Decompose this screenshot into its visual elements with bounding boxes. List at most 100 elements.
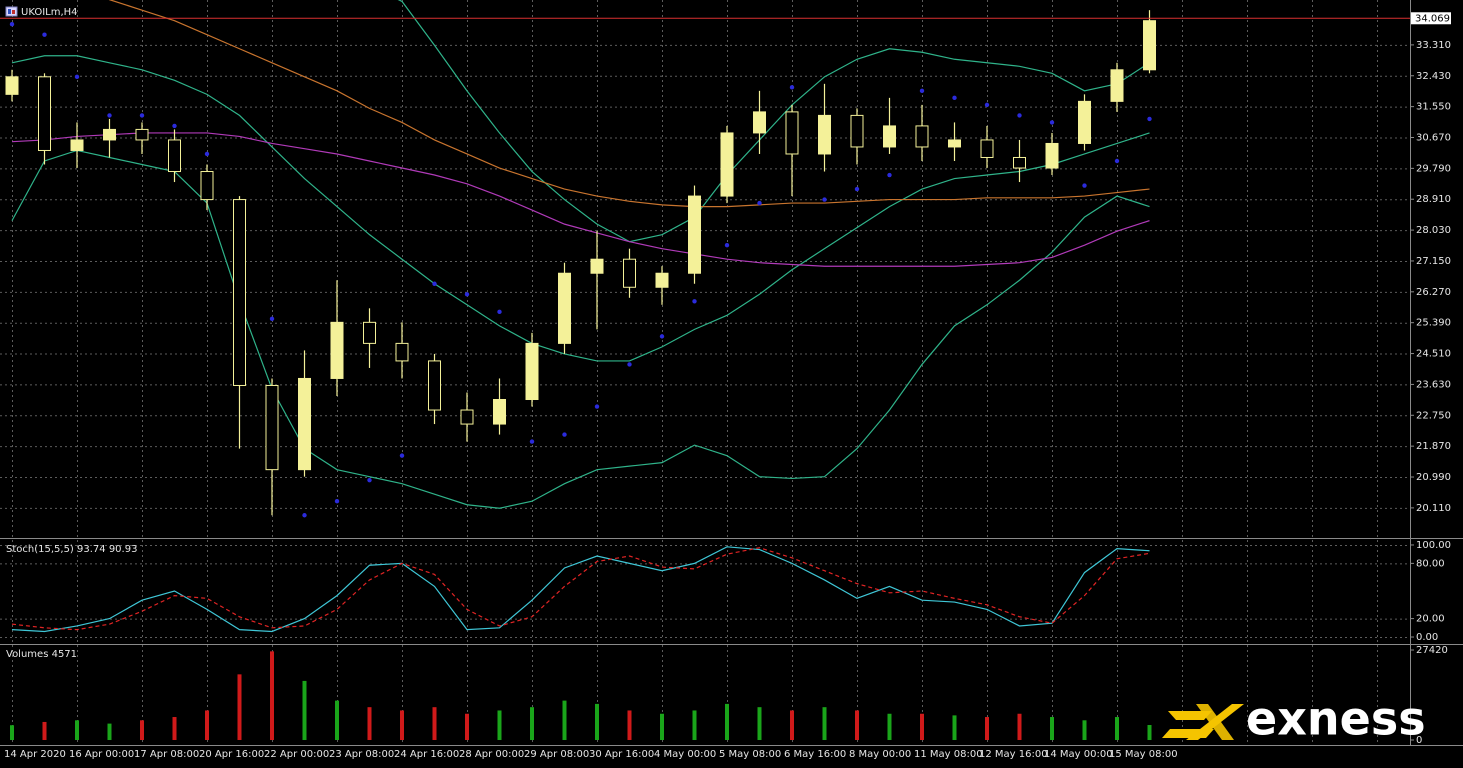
candle-body <box>200 171 214 201</box>
sar-dot <box>42 32 47 37</box>
y-tick-label: 80.00 <box>1416 558 1445 569</box>
volume-bar <box>270 651 274 741</box>
volume-bar <box>952 715 957 741</box>
candle-body <box>623 258 636 288</box>
y-tick-label: 27420 <box>1416 645 1448 656</box>
volume-bar <box>660 713 664 741</box>
y-tick-label: 0.00 <box>1416 632 1438 643</box>
volume-bar <box>497 710 502 741</box>
x-tick-label: 24 Apr 16:00 <box>394 749 459 760</box>
candle-body <box>330 321 344 379</box>
candle-body <box>1045 142 1059 169</box>
x-tick-label: 14 May 00:00 <box>1044 749 1113 760</box>
x-tick-label: 6 May 16:00 <box>784 749 846 760</box>
candle-body <box>720 132 734 197</box>
volume-bar <box>140 720 144 741</box>
indicator-line <box>11 55 1150 362</box>
volume-bar <box>562 700 567 741</box>
candle-body <box>1078 100 1091 144</box>
volume-bar <box>172 717 177 741</box>
volume-bar <box>920 713 924 741</box>
sar-dot <box>74 74 80 80</box>
candle-body <box>103 128 116 141</box>
candle-body <box>363 321 376 344</box>
candle-body <box>980 139 994 158</box>
sar-dot <box>9 22 15 27</box>
candle-body <box>753 111 766 134</box>
y-tick-label: 20.00 <box>1416 614 1445 625</box>
pane-title: Stoch(15,5,5) 93.74 90.93 <box>6 544 137 555</box>
sar-dot <box>757 200 762 206</box>
candle-body <box>915 125 929 148</box>
sar-dot <box>822 197 827 202</box>
x-tick-label: 15 May 08:00 <box>1109 749 1178 760</box>
x-tick-label: 14 Apr 2020 <box>4 749 66 760</box>
y-tick-label: 20.110 <box>1416 503 1451 514</box>
volume-bar <box>42 721 47 741</box>
text-layer: 14 Apr 2020 16 Apr 00:00 17 Apr 08:00 20 Ap… <box>4 7 1451 760</box>
volume-bar <box>237 674 242 741</box>
sar-dot <box>529 439 535 444</box>
candle-body <box>525 342 539 401</box>
y-tick-label: 30.670 <box>1416 132 1451 143</box>
sar-dot <box>562 432 567 437</box>
candle-body <box>1110 69 1124 102</box>
candle-body <box>135 128 149 141</box>
candle-body <box>1013 156 1026 169</box>
sar-dot <box>497 309 502 315</box>
oscillator-line <box>11 546 1150 633</box>
candle-body <box>38 76 51 151</box>
candle-body <box>460 409 474 425</box>
sar-dot <box>887 172 892 178</box>
sar-dot <box>334 499 340 504</box>
volume-bar <box>790 710 794 741</box>
y-tick-label: 26.270 <box>1416 287 1451 298</box>
y-tick-label: 27.150 <box>1416 256 1451 267</box>
sar-dot <box>984 102 990 108</box>
volume-bar <box>1147 725 1152 741</box>
sar-dot <box>1114 158 1120 164</box>
x-tick-label: 5 May 08:00 <box>719 749 781 760</box>
y-tick-label: 23.630 <box>1416 379 1451 390</box>
y-tick-label: 31.550 <box>1416 102 1451 113</box>
volume-bar <box>465 713 469 741</box>
y-tick-label: 32.430 <box>1416 71 1451 82</box>
candle-body <box>70 139 84 151</box>
candle-body <box>265 384 279 471</box>
candle-body <box>233 199 246 386</box>
y-tick-label: 22.750 <box>1416 410 1451 421</box>
y-tick-label: 25.390 <box>1416 318 1451 329</box>
sar-dot <box>919 88 925 94</box>
candle-body <box>688 195 701 274</box>
volume-bar <box>335 700 339 741</box>
volume-bar <box>855 710 859 741</box>
candle-body <box>493 399 506 425</box>
candle-body <box>655 272 669 288</box>
y-tick-label: 0 <box>1416 735 1422 746</box>
volume-bar <box>822 707 827 741</box>
sar-dot <box>367 477 372 483</box>
sar-dot <box>107 113 112 118</box>
volume-bar <box>205 710 209 741</box>
sar-dot <box>724 242 730 248</box>
y-tick-label: 24.510 <box>1416 349 1451 360</box>
candle-body <box>785 111 799 155</box>
candle-body <box>168 139 181 173</box>
volume-bar <box>1115 717 1119 741</box>
x-tick-label: 20 Apr 16:00 <box>199 749 264 760</box>
volume-bar <box>302 680 307 741</box>
x-tick-label: 4 May 00:00 <box>654 749 716 760</box>
y-tick-label: 33.310 <box>1416 40 1451 51</box>
volume-bar <box>985 717 989 741</box>
sar-dot <box>399 453 405 458</box>
volume-bar <box>757 707 762 741</box>
sar-dot <box>789 85 795 90</box>
sar-dot <box>627 362 632 367</box>
sar-dot <box>594 404 600 409</box>
candle-body <box>948 139 961 148</box>
x-tick-label: 22 Apr 00:00 <box>264 749 329 760</box>
candle-body <box>558 272 571 344</box>
